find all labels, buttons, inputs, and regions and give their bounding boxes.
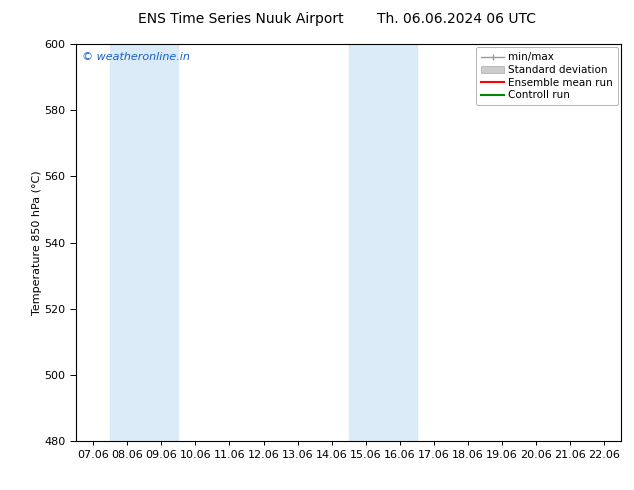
Text: Th. 06.06.2024 06 UTC: Th. 06.06.2024 06 UTC — [377, 12, 536, 26]
Text: © weatheronline.in: © weatheronline.in — [82, 52, 190, 62]
Bar — [110, 44, 178, 441]
Y-axis label: Temperature 850 hPa (°C): Temperature 850 hPa (°C) — [32, 170, 42, 315]
Text: ENS Time Series Nuuk Airport: ENS Time Series Nuuk Airport — [138, 12, 344, 26]
Bar — [349, 44, 417, 441]
Legend: min/max, Standard deviation, Ensemble mean run, Controll run: min/max, Standard deviation, Ensemble me… — [476, 47, 618, 105]
